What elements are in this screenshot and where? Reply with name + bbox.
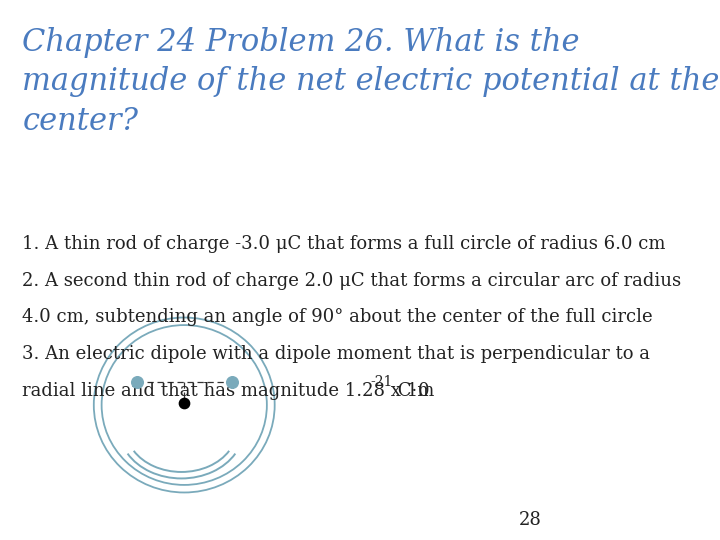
- Text: radial line and that has magnitude 1.28 x 10: radial line and that has magnitude 1.28 …: [22, 382, 430, 400]
- Text: C·m: C·m: [392, 382, 434, 400]
- Point: [226, 378, 238, 387]
- Text: 3. An electric dipole with a dipole moment that is perpendicular to a: 3. An electric dipole with a dipole mome…: [22, 345, 650, 363]
- Text: 1. A thin rod of charge -3.0 μC that forms a full circle of radius 6.0 cm: 1. A thin rod of charge -3.0 μC that for…: [22, 235, 666, 253]
- Point: [179, 399, 190, 407]
- Text: Chapter 24 Problem 26. What is the
magnitude of the net electric potential at th: Chapter 24 Problem 26. What is the magni…: [22, 27, 720, 137]
- Text: 4.0 cm, subtending an angle of 90° about the center of the full circle: 4.0 cm, subtending an angle of 90° about…: [22, 308, 653, 326]
- Text: -21: -21: [371, 375, 393, 389]
- Text: 28: 28: [518, 511, 541, 529]
- Text: 2. A second thin rod of charge 2.0 μC that forms a circular arc of radius: 2. A second thin rod of charge 2.0 μC th…: [22, 272, 681, 289]
- Point: [131, 378, 143, 387]
